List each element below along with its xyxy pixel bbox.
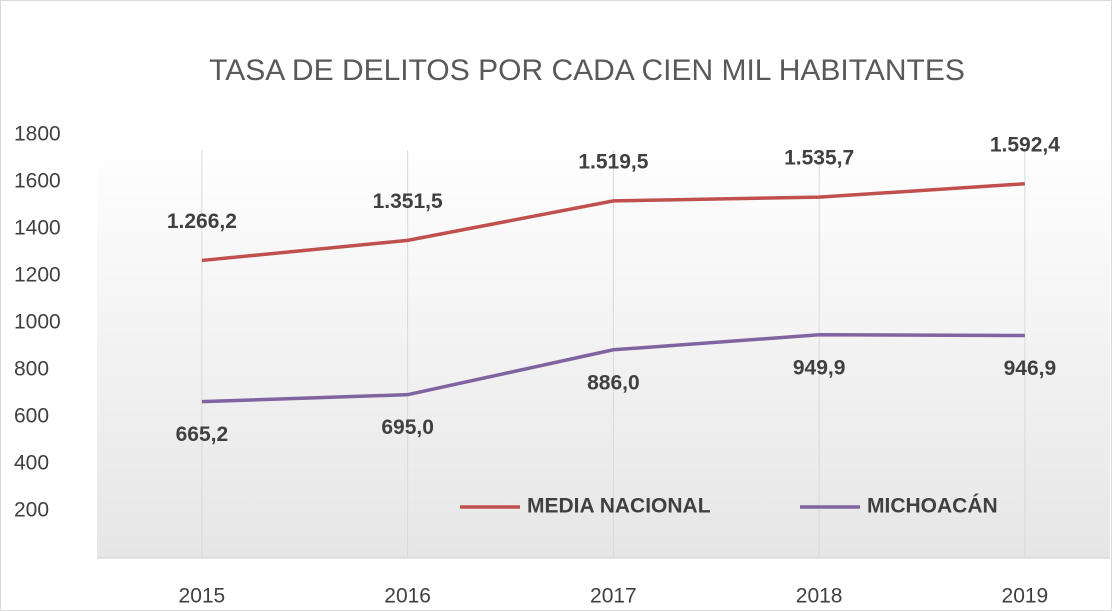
legend-label: MICHOACÁN: [867, 495, 998, 518]
x-tick-label: 2017: [590, 585, 637, 608]
series-line: [201, 182, 1025, 263]
series-line: [201, 333, 1025, 404]
x-tick-label: 2015: [179, 585, 226, 608]
data-label: 949,9: [793, 356, 846, 379]
y-tick-label: 200: [14, 499, 49, 522]
y-tick-label: 800: [14, 358, 49, 381]
data-label: 1.519,5: [578, 150, 648, 173]
data-label: 946,9: [1004, 357, 1057, 380]
x-tick-label: 2019: [1002, 585, 1049, 608]
y-tick-label: 1400: [14, 217, 61, 240]
data-label: 886,0: [587, 371, 640, 394]
data-label: 1.266,2: [167, 210, 237, 233]
data-label: 1.592,4: [990, 133, 1060, 156]
data-label: 665,2: [176, 423, 229, 446]
x-tick-label: 2016: [384, 585, 431, 608]
plot-area: [97, 135, 1110, 558]
y-tick-label: 1800: [14, 123, 61, 146]
data-label: 1.535,7: [784, 147, 854, 170]
data-label: 695,0: [381, 416, 434, 439]
y-tick-label: 600: [14, 405, 49, 428]
y-tick-label: 400: [14, 452, 49, 475]
chart-title: TASA DE DELITOS POR CADA CIEN MIL HABITA…: [209, 54, 965, 87]
y-tick-label: 1200: [14, 264, 61, 287]
data-label: 1.351,5: [373, 190, 443, 213]
y-tick-label: 1600: [14, 170, 61, 193]
y-tick-label: 1000: [14, 311, 61, 334]
legend-label: MEDIA NACIONAL: [527, 495, 711, 518]
x-tick-label: 2018: [796, 585, 843, 608]
